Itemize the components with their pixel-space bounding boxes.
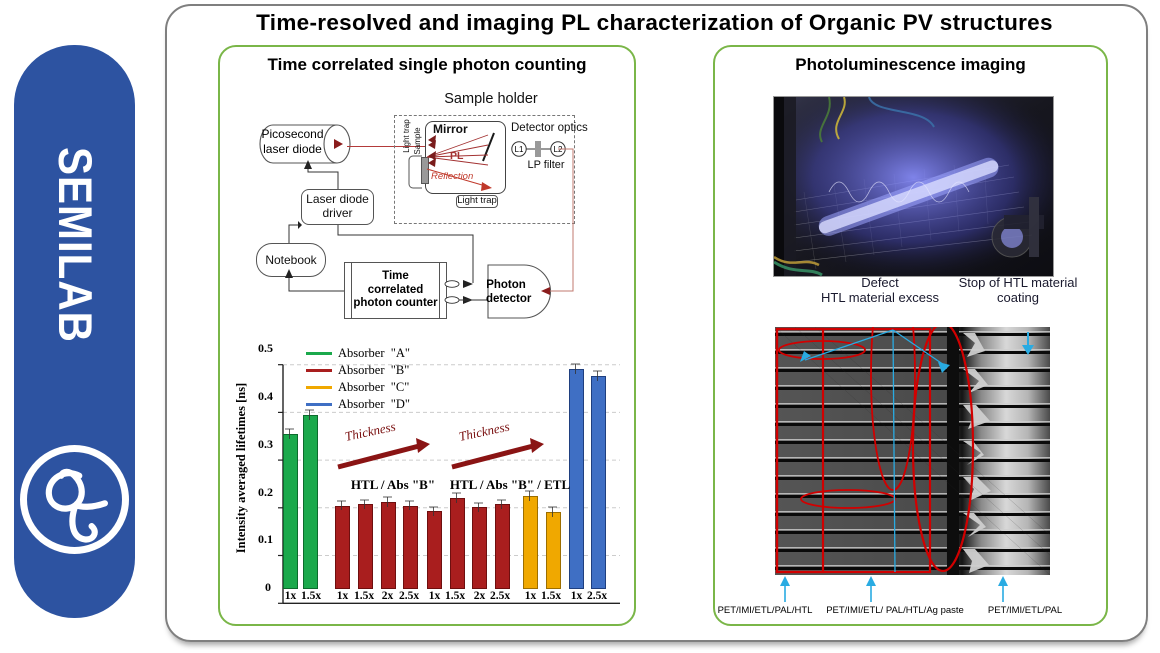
svg-text:PL: PL xyxy=(450,150,464,162)
svg-text:L2: L2 xyxy=(554,145,563,154)
svg-text:L1: L1 xyxy=(515,145,524,154)
svg-text:Reflection: Reflection xyxy=(431,171,473,182)
